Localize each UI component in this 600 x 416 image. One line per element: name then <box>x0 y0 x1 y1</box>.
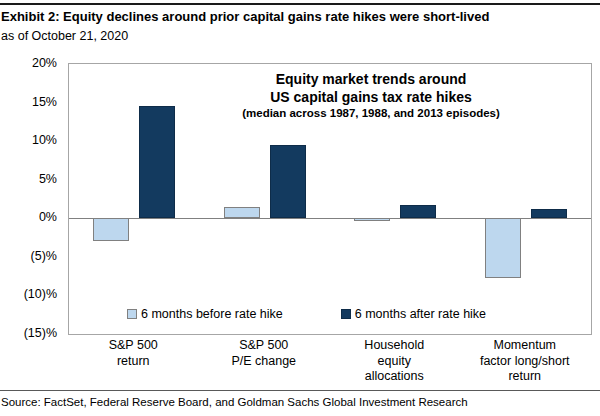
chart-title-line-1: Equity market trends around <box>176 70 566 88</box>
x-category-label: S&P 500P/E change <box>199 338 330 369</box>
bar-before-3 <box>354 218 390 221</box>
legend-label: 6 months before rate hike <box>141 307 283 321</box>
bar-before-4 <box>485 218 521 277</box>
legend-entry-before: 6 months before rate hike <box>127 307 283 321</box>
bar-after-4 <box>531 209 567 218</box>
bar-after-1 <box>139 106 175 218</box>
x-category-label-line: Household <box>329 338 460 354</box>
legend-label: 6 months after rate hike <box>355 307 486 321</box>
y-axis: 20% 15% 10% 5% 0% (5)% (10)% (15)% <box>0 0 62 360</box>
legend: 6 months before rate hike 6 months after … <box>127 307 486 321</box>
bar-after-3 <box>400 205 436 218</box>
x-category-label-line: Momentum <box>460 338 591 354</box>
x-category-label-line: S&P 500 <box>68 338 199 354</box>
exhibit-title: Exhibit 2: Equity declines around prior … <box>1 9 599 24</box>
y-tick-label: 10% <box>0 132 62 148</box>
bar-before-1 <box>93 218 129 241</box>
y-tick-label: (15)% <box>0 325 62 341</box>
y-tick-label: 5% <box>0 171 62 187</box>
plot-area: Equity market trends around US capital g… <box>68 63 592 335</box>
y-tick-label: 20% <box>0 55 62 71</box>
y-tick-label: (5)% <box>0 248 62 264</box>
bar-after-2 <box>270 145 306 218</box>
x-category-label: Householdequityallocations <box>329 338 460 385</box>
x-category-label-line: S&P 500 <box>199 338 330 354</box>
legend-swatch-icon <box>127 309 137 319</box>
legend-swatch-icon <box>341 309 351 319</box>
x-category-label-line: factor long/short <box>460 354 591 370</box>
top-divider <box>0 3 600 5</box>
chart-title-subtitle: (median across 1987, 1988, and 2013 epis… <box>176 106 566 121</box>
chart-title-line-2: US capital gains tax rate hikes <box>176 88 566 106</box>
x-category-label-line: return <box>460 369 591 385</box>
y-tick-label: 0% <box>0 209 62 225</box>
chart-title: Equity market trends around US capital g… <box>176 70 566 121</box>
x-category-label: S&P 500return <box>68 338 199 369</box>
bottom-divider <box>0 390 600 391</box>
bar-before-2 <box>224 207 260 218</box>
legend-entry-after: 6 months after rate hike <box>341 307 486 321</box>
x-category-label-line: equity <box>329 354 460 370</box>
x-category-label-line: P/E change <box>199 354 330 370</box>
exhibit-page: Exhibit 2: Equity declines around prior … <box>0 0 600 416</box>
x-category-label: Momentumfactor long/shortreturn <box>460 338 591 385</box>
x-category-label-line: allocations <box>329 369 460 385</box>
y-tick-label: 15% <box>0 94 62 110</box>
y-tick-label: (10)% <box>0 286 62 302</box>
x-category-label-line: return <box>68 354 199 370</box>
source-note: Source: FactSet, Federal Reserve Board, … <box>1 396 468 408</box>
